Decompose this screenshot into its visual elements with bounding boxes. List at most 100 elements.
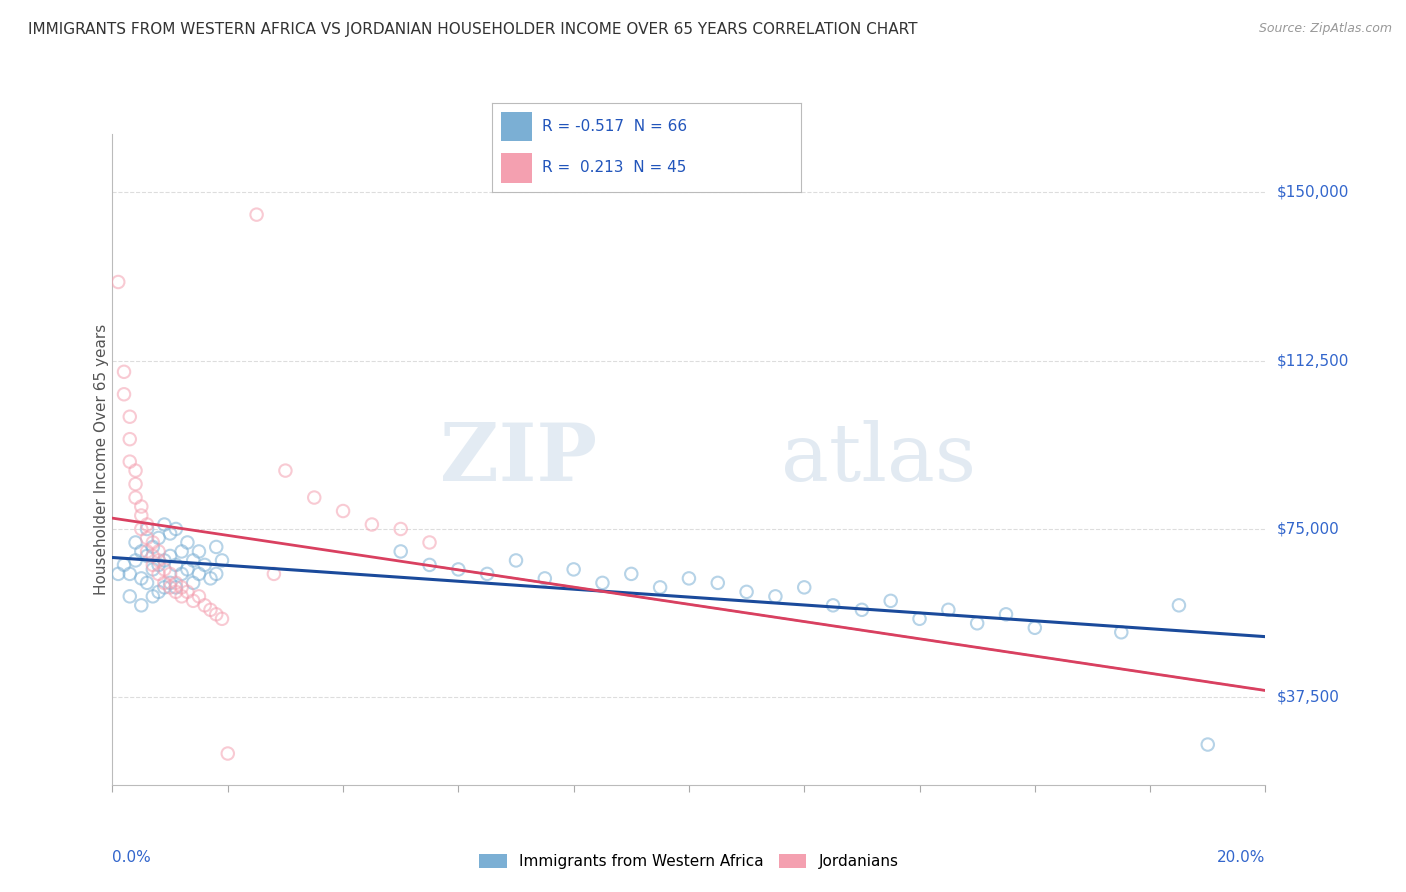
Point xyxy=(142,590,165,604)
Point xyxy=(194,558,217,572)
Point xyxy=(118,409,141,424)
Point xyxy=(136,544,159,558)
Point xyxy=(821,599,844,613)
Text: $150,000: $150,000 xyxy=(1277,185,1348,200)
Point xyxy=(211,612,233,626)
Point xyxy=(170,544,193,558)
Point xyxy=(447,562,470,576)
Point xyxy=(136,522,159,536)
Point xyxy=(908,612,931,626)
FancyBboxPatch shape xyxy=(502,153,533,183)
Point xyxy=(124,553,146,567)
Point xyxy=(419,535,441,549)
Point xyxy=(142,558,165,572)
Point xyxy=(118,590,141,604)
Point xyxy=(142,540,165,554)
Point xyxy=(936,603,959,617)
Point xyxy=(211,553,233,567)
Point xyxy=(142,535,165,549)
Point xyxy=(129,508,153,523)
Point xyxy=(159,580,181,594)
Point xyxy=(165,580,187,594)
Point xyxy=(165,522,187,536)
Point xyxy=(153,562,176,576)
Point xyxy=(188,590,211,604)
Point xyxy=(181,594,204,608)
Point xyxy=(159,575,181,590)
Legend: Immigrants from Western Africa, Jordanians: Immigrants from Western Africa, Jordania… xyxy=(474,848,904,875)
Point xyxy=(181,575,204,590)
Point xyxy=(966,616,988,631)
Point xyxy=(332,504,354,518)
Text: 20.0%: 20.0% xyxy=(1218,850,1265,865)
Point xyxy=(159,526,181,541)
Point xyxy=(533,571,555,585)
Point xyxy=(112,365,135,379)
FancyBboxPatch shape xyxy=(502,112,533,141)
Point xyxy=(389,522,412,536)
Point xyxy=(200,603,222,617)
Point xyxy=(263,566,285,581)
Point xyxy=(176,585,198,599)
Point xyxy=(129,544,153,558)
Point xyxy=(107,566,129,581)
Point xyxy=(148,566,170,581)
Point xyxy=(1111,625,1133,640)
Point xyxy=(188,566,211,581)
Point xyxy=(181,553,204,567)
Point xyxy=(176,535,198,549)
Point xyxy=(107,275,129,289)
Point xyxy=(170,566,193,581)
Text: atlas: atlas xyxy=(782,420,976,499)
Point xyxy=(136,549,159,563)
Point xyxy=(124,477,146,491)
Point xyxy=(148,558,170,572)
Text: 0.0%: 0.0% xyxy=(112,850,152,865)
Point xyxy=(200,571,222,585)
Point xyxy=(142,562,165,576)
Point xyxy=(1167,599,1189,613)
Text: Source: ZipAtlas.com: Source: ZipAtlas.com xyxy=(1258,22,1392,36)
Point xyxy=(389,544,412,558)
Point xyxy=(706,575,728,590)
Point xyxy=(188,544,211,558)
Point xyxy=(165,558,187,572)
Point xyxy=(360,517,382,532)
Point xyxy=(165,585,187,599)
Point xyxy=(112,387,135,401)
Point xyxy=(170,590,193,604)
Text: ZIP: ZIP xyxy=(440,420,596,499)
Point xyxy=(562,562,585,576)
Point xyxy=(995,607,1018,622)
Point xyxy=(165,575,187,590)
Point xyxy=(118,566,141,581)
Point xyxy=(735,585,758,599)
Point xyxy=(274,464,297,478)
Y-axis label: Householder Income Over 65 years: Householder Income Over 65 years xyxy=(94,324,108,595)
Point xyxy=(124,464,146,478)
Point xyxy=(136,531,159,545)
Point xyxy=(112,558,135,572)
Point xyxy=(765,590,787,604)
Text: $112,500: $112,500 xyxy=(1277,353,1348,368)
Point xyxy=(159,566,181,581)
Point xyxy=(118,432,141,446)
Point xyxy=(153,517,176,532)
Text: R = -0.517  N = 66: R = -0.517 N = 66 xyxy=(541,120,686,134)
Point xyxy=(129,522,153,536)
Point xyxy=(592,575,614,590)
Point xyxy=(129,571,153,585)
Point xyxy=(245,208,267,222)
Point xyxy=(678,571,700,585)
Point xyxy=(205,566,228,581)
Point xyxy=(419,558,441,572)
Point xyxy=(217,747,239,761)
Point xyxy=(793,580,815,594)
Point xyxy=(648,580,672,594)
Point xyxy=(136,517,159,532)
Point xyxy=(205,540,228,554)
Point xyxy=(129,500,153,514)
Point xyxy=(475,566,498,581)
Point xyxy=(124,535,146,549)
Point xyxy=(153,575,176,590)
